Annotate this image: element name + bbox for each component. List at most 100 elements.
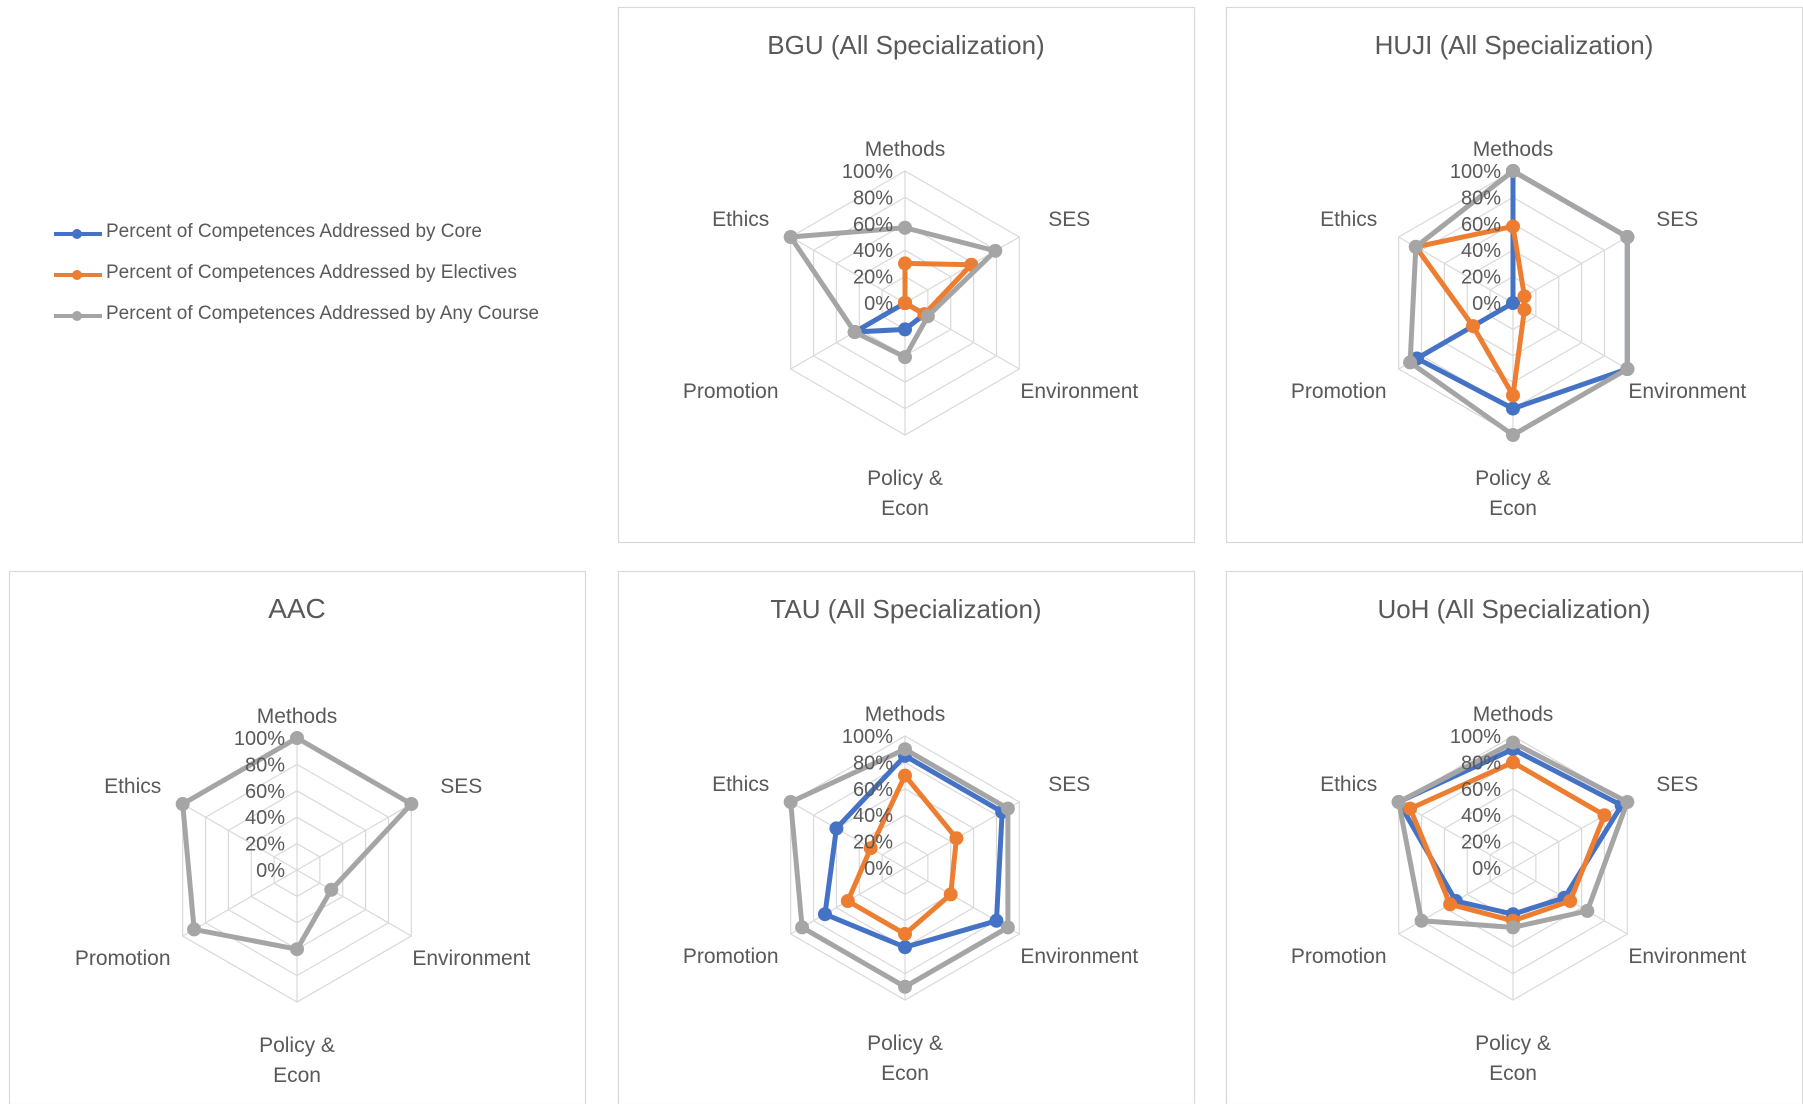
chart-title: TAU (All Specialization) (770, 594, 1041, 624)
tick-label: 20% (853, 832, 893, 854)
series-point (1506, 388, 1520, 403)
series-point (898, 296, 912, 310)
series-point (1408, 239, 1423, 254)
series-point (1506, 401, 1520, 416)
tick-label: 20% (245, 834, 285, 856)
tick-label: 80% (1461, 187, 1501, 209)
tick-label: 60% (853, 214, 893, 236)
tick-label: 20% (1461, 267, 1501, 289)
tick-label: 0% (864, 858, 893, 880)
axis-label: Environment (412, 947, 530, 970)
radar-spoke (296, 803, 412, 871)
axis-label: SES (440, 775, 482, 798)
series-point (1443, 897, 1458, 912)
axis-label: Methods (865, 703, 946, 726)
series-point (1597, 808, 1612, 823)
axis-label: Policy & Econ (1475, 1032, 1551, 1085)
axis-label: Policy & Econ (259, 1034, 335, 1087)
series-point (1506, 920, 1520, 935)
axis-label: Environment (1628, 945, 1746, 968)
tick-label: 60% (1461, 214, 1501, 236)
axis-label: Methods (865, 138, 946, 161)
tick-label: 80% (1461, 752, 1501, 774)
series-point (898, 927, 912, 941)
radar-chart: AAC Methods SES Environment Policy & Econ Prom… (8, 570, 587, 1106)
axis-label: Promotion (1291, 945, 1387, 968)
tick-label: 40% (1461, 240, 1501, 262)
legend-swatch-marker (72, 229, 82, 239)
chart-title: AAC (268, 593, 326, 624)
tick-label: 40% (1461, 805, 1501, 827)
tick-label: 100% (1450, 726, 1501, 748)
series-point (1465, 319, 1480, 334)
axis-label: Promotion (75, 947, 171, 970)
series-point (1000, 920, 1015, 935)
axis-label: Policy & Econ (867, 467, 943, 520)
series-point (949, 831, 964, 846)
series-point (898, 256, 912, 271)
axis-label: Environment (1020, 945, 1138, 968)
series-point (1391, 795, 1406, 809)
legend-label: Percent of Competences Addressed by Elec… (106, 262, 517, 283)
axis-label-line: Policy & (867, 1032, 943, 1055)
series-point (898, 322, 912, 337)
axis-label: SES (1656, 773, 1698, 796)
axis-label-line: Econ (273, 1064, 321, 1087)
chart-border (617, 570, 1196, 1106)
series-point (1580, 903, 1595, 918)
series-point (898, 220, 912, 235)
series-point (1506, 164, 1520, 178)
tick-label: 60% (1461, 779, 1501, 801)
radar-spoke (1398, 801, 1514, 869)
series-point (1506, 428, 1520, 442)
radar-spoke (1512, 236, 1628, 304)
series-point (817, 907, 832, 922)
series-point (1403, 801, 1418, 816)
axis-label-line: Econ (881, 497, 929, 520)
tick-label: 0% (1472, 858, 1501, 880)
axis-label: Environment (1628, 380, 1746, 403)
axis-label: Promotion (683, 945, 779, 968)
legend-label: Percent of Competences Addressed by Any … (106, 303, 540, 324)
series-point (1620, 230, 1635, 244)
axis-label-line: Econ (1489, 497, 1537, 520)
series-point (1517, 302, 1532, 317)
tick-label: 0% (864, 293, 893, 315)
tick-label: 40% (853, 805, 893, 827)
series-point (898, 768, 912, 783)
series-point (290, 731, 304, 745)
axis-label: Methods (1473, 703, 1554, 726)
series-point (840, 894, 855, 908)
tick-label: 100% (842, 726, 893, 748)
tick-label: 100% (842, 161, 893, 183)
series-point (1000, 801, 1015, 816)
radar-spoke (790, 801, 906, 869)
series-point (404, 797, 419, 811)
series-point (1414, 913, 1429, 928)
series-point (1620, 795, 1635, 809)
tick-label: 60% (853, 779, 893, 801)
series-point (1506, 755, 1520, 770)
axis-label: Ethics (104, 775, 161, 798)
series-point (943, 887, 958, 902)
tick-label: 40% (853, 240, 893, 262)
series-point (989, 913, 1004, 928)
radar-spoke (182, 803, 298, 871)
series-point (187, 922, 202, 937)
axis-label: Environment (1020, 380, 1138, 403)
series-point (1517, 289, 1532, 304)
axis-label: SES (1048, 208, 1090, 231)
tick-label: 80% (853, 752, 893, 774)
axis-label: Promotion (1291, 380, 1387, 403)
radar-spoke (1512, 302, 1628, 370)
axis-label: Methods (1473, 138, 1554, 161)
axis-label-line: Econ (881, 1062, 929, 1085)
tick-label: 80% (245, 754, 285, 776)
axis-label-line: Policy & (1475, 467, 1551, 490)
series-point (175, 797, 190, 811)
axis-label: Ethics (1320, 208, 1377, 231)
axis-label: SES (1048, 773, 1090, 796)
axis-label-line: Policy & (259, 1034, 335, 1057)
radar-chart: TAU (All Specialization) Methods SES Enviro… (617, 570, 1196, 1106)
